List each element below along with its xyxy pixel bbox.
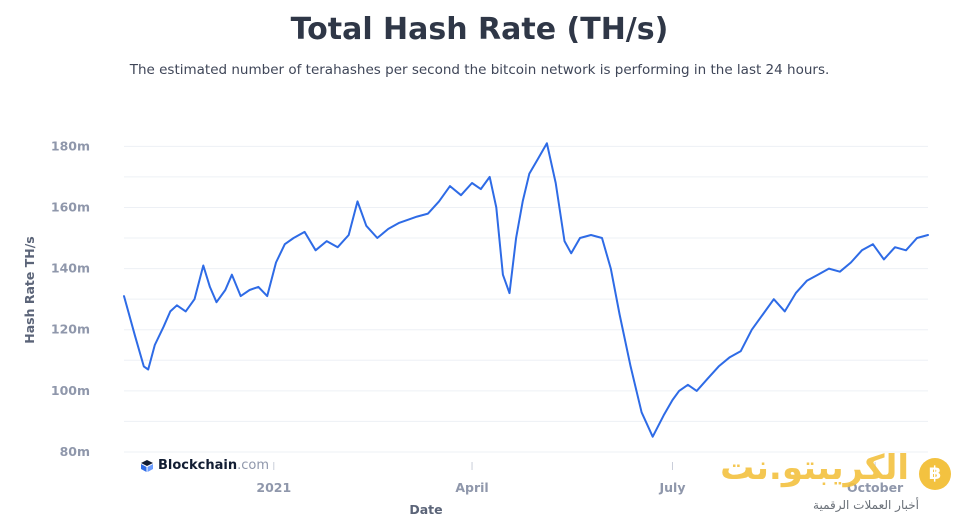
x-tick-label: 2021 [256, 480, 291, 495]
y-tick-label: 180m [51, 138, 90, 153]
y-tick-label: 100m [51, 383, 90, 398]
y-axis-title: Hash Rate TH/s [22, 236, 37, 343]
x-axis-ticks: 2021 April July October [256, 462, 904, 495]
x-tick-label: July [658, 480, 685, 495]
chart-subtitle: The estimated number of terahashes per s… [129, 62, 830, 78]
y-tick-label: 160m [51, 199, 90, 214]
watermark-tagline: أخبار العملات الرقمية [813, 498, 919, 512]
brand-name: Blockchain [158, 458, 238, 473]
blockchain-cube-icon [141, 459, 153, 472]
grid-lines [124, 145, 928, 453]
y-axis-ticks: 80m 100m 120m 140m 160m 180m [51, 138, 90, 459]
site-watermark: الكريبتو.نت أخبار العملات الرقمية ฿ [700, 448, 959, 520]
y-tick-label: 120m [51, 322, 90, 337]
series-line [123, 142, 929, 438]
chart-title: Total Hash Rate (TH/s) [290, 12, 669, 47]
watermark-name: الكريبتو.نت [720, 448, 909, 488]
x-axis-title: Date [409, 502, 442, 517]
x-tick-label: October [847, 480, 904, 495]
brand-suffix: .com [237, 458, 269, 473]
y-tick-label: 80m [60, 444, 90, 459]
x-tick-label: April [455, 480, 488, 495]
blockchain-logo: Blockchain .com [140, 458, 269, 473]
bitcoin-coin-icon: ฿ [919, 458, 951, 490]
y-tick-label: 140m [51, 261, 90, 276]
